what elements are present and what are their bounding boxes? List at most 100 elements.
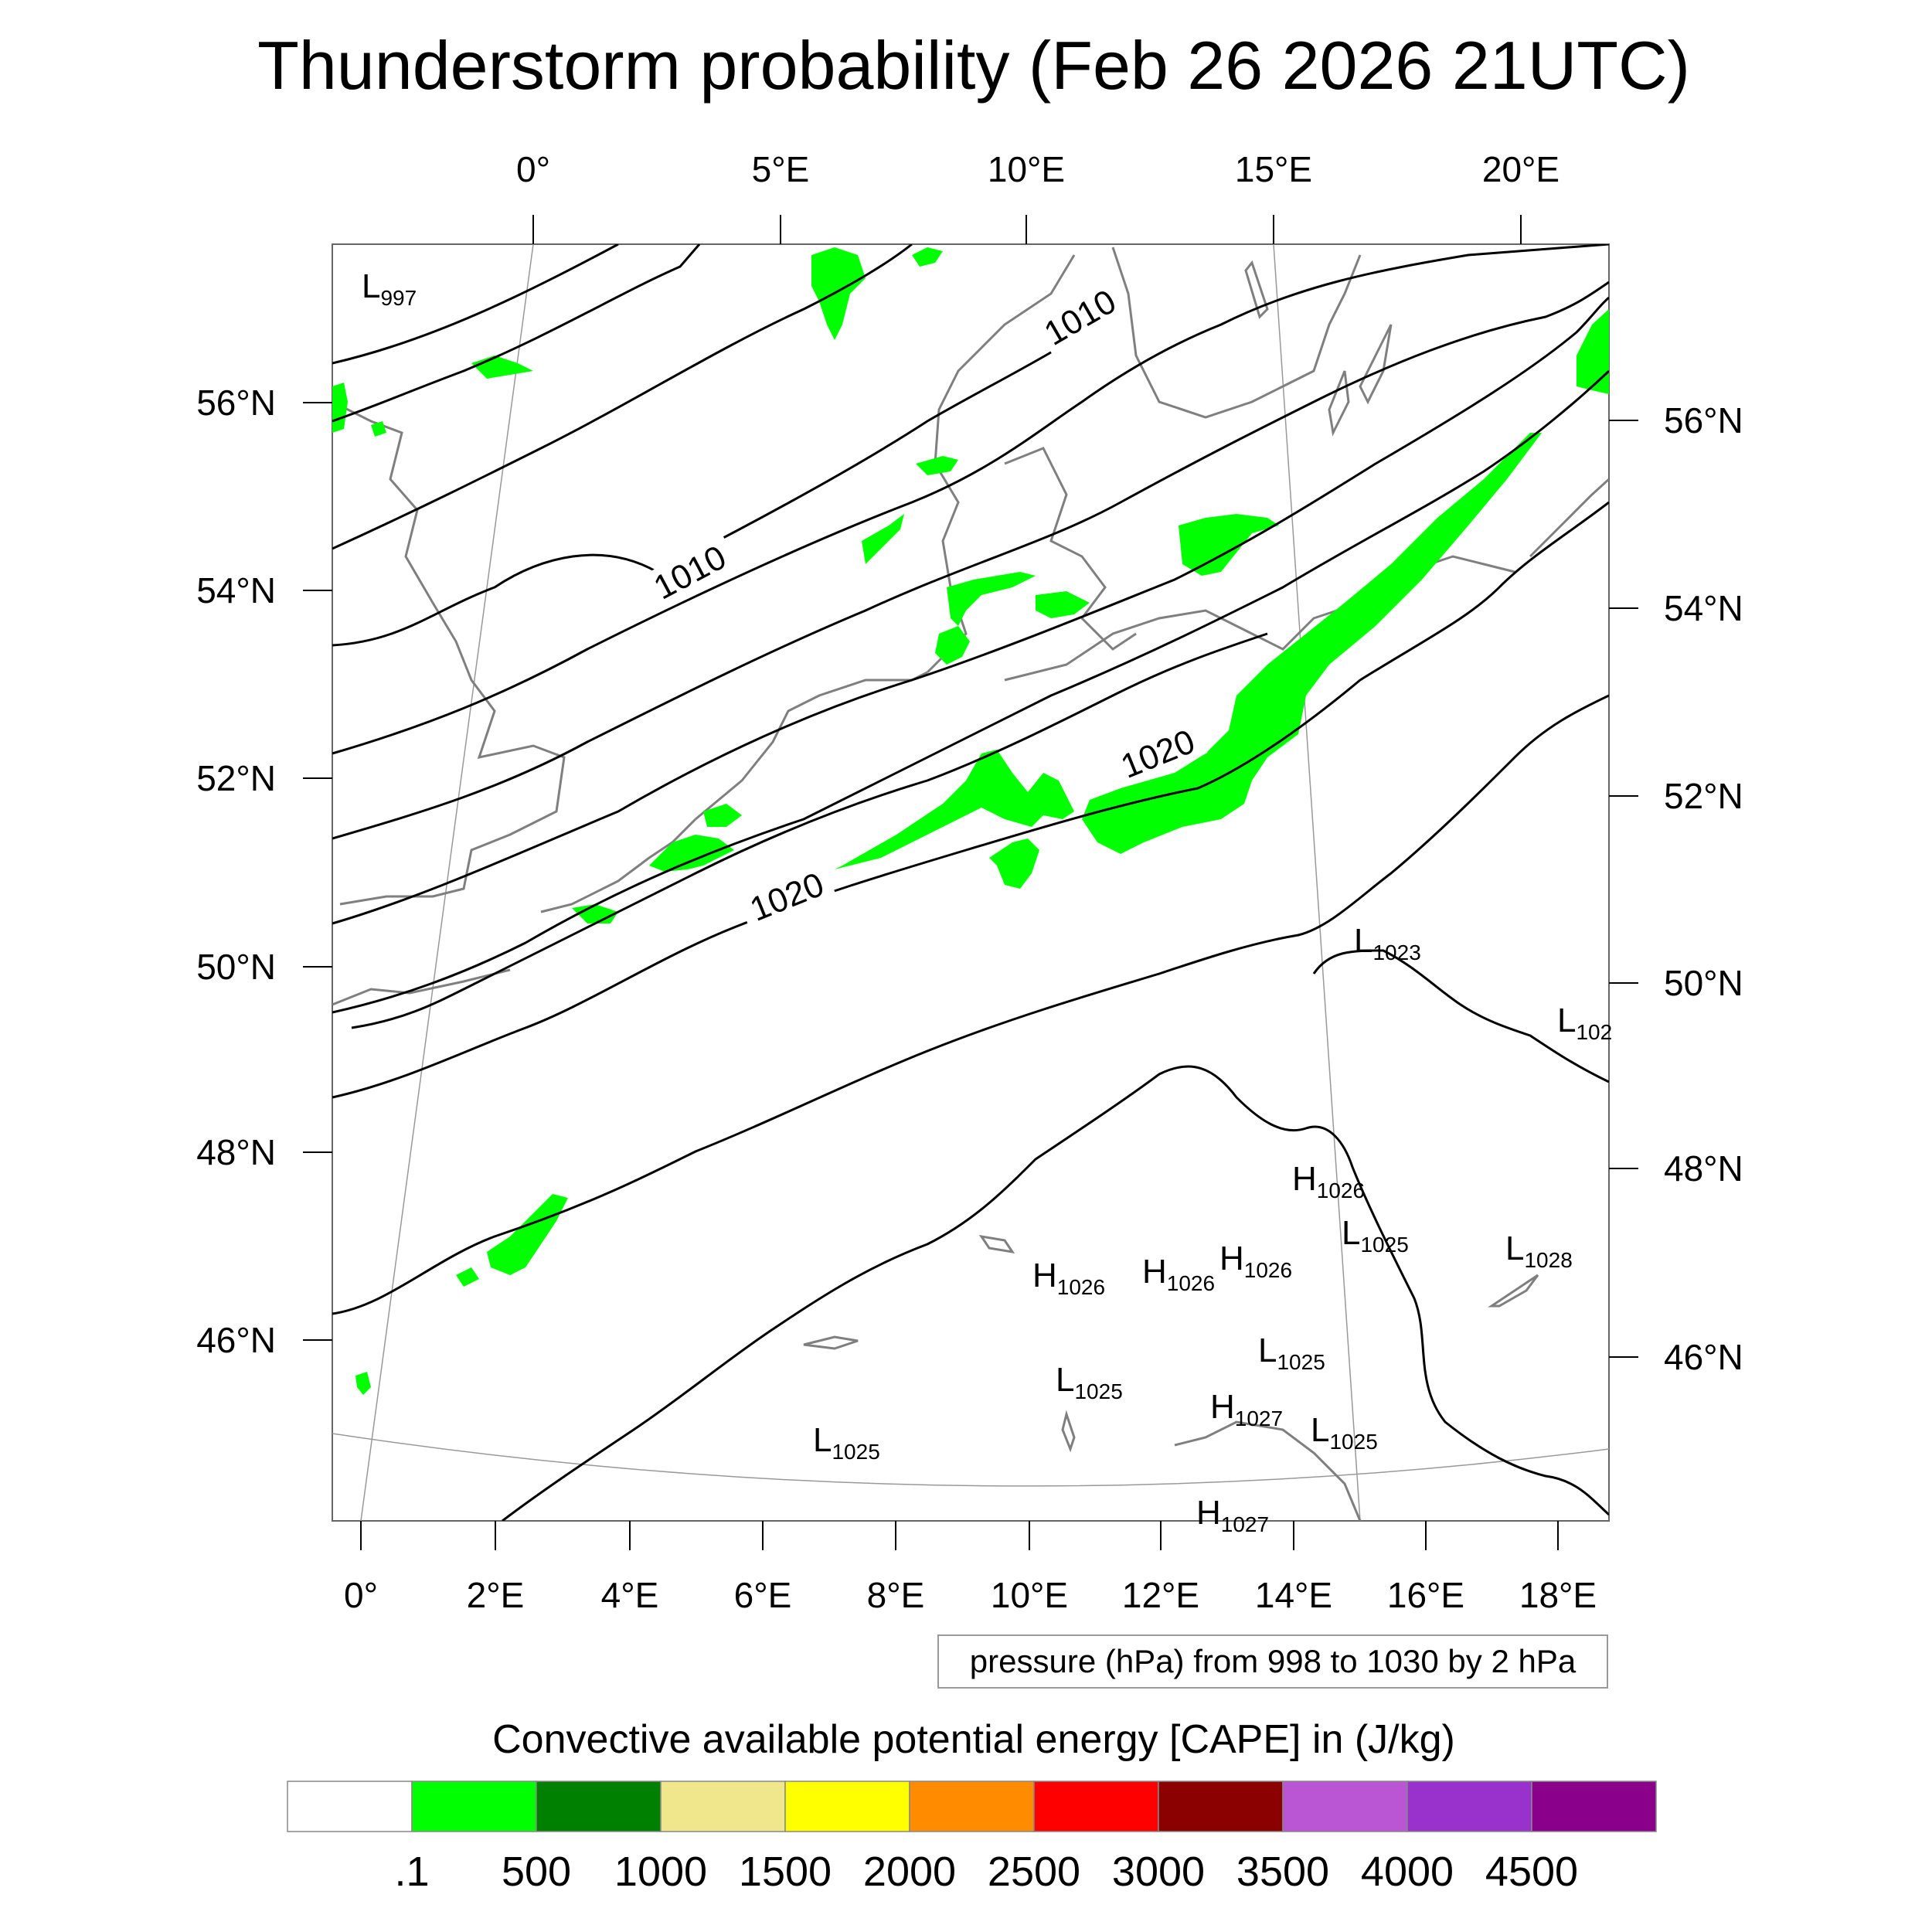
cape-area-10 [862, 514, 904, 564]
isobar-7 [332, 296, 1609, 925]
tick-marks [303, 215, 1638, 1550]
cape-area-17 [456, 1267, 479, 1287]
lake-balaton [1488, 1274, 1539, 1308]
isobar-9 [351, 632, 1268, 1029]
colorbar-swatch [411, 1781, 537, 1832]
colorbar-tick-label: 2000 [863, 1849, 956, 1895]
pressure-center-label: L1025 [813, 1421, 880, 1464]
lon-label: 14°E [1255, 1575, 1332, 1615]
pressure-center-label: H1027 [1196, 1494, 1269, 1536]
lat-label: 52°N [196, 758, 276, 798]
isobar-1023-loop [1312, 949, 1609, 1083]
colorbar-tick-label: 1000 [614, 1849, 707, 1895]
lat-label: 46°N [196, 1320, 276, 1360]
lon-label: 2°E [467, 1575, 525, 1615]
lon-label: 20°E [1482, 149, 1560, 189]
pressure-center-label: L1023 [1354, 922, 1421, 964]
pressure-center-label: L1025 [1258, 1332, 1325, 1374]
lat-label: 50°N [196, 947, 276, 987]
colorbar-swatch [909, 1781, 1035, 1832]
pressure-center-label: L1025 [1056, 1361, 1123, 1403]
isobars [332, 244, 1609, 1521]
lat-label: 54°N [196, 570, 276, 611]
coast-britain-south [332, 968, 511, 1006]
colorbar-tick-label: 2500 [988, 1849, 1080, 1895]
cape-area-19 [355, 1372, 371, 1395]
map-panel: 1010 1010 1020 1020 L997 L1023 L102 H102… [196, 149, 1743, 1615]
pressure-center-label: L1025 [1342, 1214, 1409, 1257]
coast-baltic-east [1529, 478, 1609, 558]
colorbar-swatch [1406, 1781, 1532, 1832]
coast-denmark-east [1004, 447, 1137, 651]
top-lon-labels: 0° 5°E 10°E 15°E 20°E [516, 149, 1560, 189]
cape-area-13 [1036, 591, 1090, 618]
lake-garda [1061, 1410, 1076, 1453]
cape-area-14 [935, 626, 970, 665]
lat-label: 52°N [1664, 776, 1743, 816]
cape-area-1 [835, 750, 1074, 869]
left-lat-labels: 56°N 54°N 52°N 50°N 48°N 46°N [196, 383, 276, 1360]
pressure-center-label: H1027 [1210, 1388, 1283, 1430]
isobar-2 [332, 244, 701, 423]
map-title: Thunderstorm probability (Feb 26 2026 21… [257, 27, 1690, 104]
lat-label: 48°N [196, 1132, 276, 1172]
colorbar-labels: .1 500 1000 1500 2000 2500 3000 3500 4000 4500 [394, 1849, 1578, 1895]
lat-label: 54°N [1664, 588, 1743, 628]
cape-area-16 [487, 1194, 568, 1275]
lon-label: 8°E [867, 1575, 925, 1615]
lat-label: 56°N [1664, 400, 1743, 440]
parallel-45n [332, 1433, 1609, 1487]
coast-france-north [540, 818, 697, 913]
colorbar-swatch [1531, 1781, 1657, 1832]
colorbar-tick-label: 1500 [739, 1849, 832, 1895]
cape-area-12 [947, 572, 1036, 626]
meridian-15e [1273, 244, 1361, 1521]
cape-area-7 [912, 247, 943, 267]
lon-label: 15°E [1235, 149, 1312, 189]
lake-geneva [803, 1335, 859, 1350]
isobar-3 [332, 244, 913, 550]
coast-netherlands [695, 671, 928, 821]
lat-label: 48°N [1664, 1148, 1743, 1189]
lon-label: 0° [516, 149, 550, 189]
isobar-1020-south [332, 694, 1609, 1315]
isobar-8 [332, 369, 1609, 1014]
colorbar-tick-label: 4000 [1361, 1849, 1454, 1895]
pressure-center-label: H1026 [1292, 1160, 1365, 1202]
lon-label: 0° [344, 1575, 378, 1615]
isobar-5 [332, 244, 1609, 755]
colorbar-swatch [1033, 1781, 1159, 1832]
lon-label: 6°E [734, 1575, 792, 1615]
colorbar-swatch [660, 1781, 786, 1832]
coast-baltic-south [1004, 555, 1515, 682]
lon-label: 10°E [991, 1575, 1068, 1615]
bottom-lon-labels: 0° 2°E 4°E 6°E 8°E 10°E 12°E 14°E 16°E 1… [344, 1575, 1597, 1615]
coast-germany-north [926, 254, 1076, 674]
colorbar-tick-label: 4500 [1485, 1849, 1578, 1895]
cape-area-11 [916, 456, 958, 475]
cape-area-5 [649, 835, 734, 872]
cape-area-20 [371, 421, 386, 437]
coast-adriatic [1174, 1420, 1362, 1521]
colorbar-tick-label: 3500 [1236, 1849, 1329, 1895]
colorbar-swatch [536, 1781, 662, 1832]
coastlines [332, 247, 1609, 1521]
isobar-6 [332, 281, 1609, 840]
coast-gotland [1359, 324, 1393, 405]
pressure-center-label: H1026 [1219, 1240, 1292, 1282]
colorbar-tick-label: 500 [502, 1849, 571, 1895]
colorbar-swatch [1282, 1781, 1408, 1832]
lon-label: 18°E [1519, 1575, 1597, 1615]
isobar-1 [332, 244, 619, 365]
contour-info-text: pressure (hPa) from 998 to 1030 by 2 hPa [970, 1643, 1577, 1679]
lon-label: 5°E [752, 149, 810, 189]
isobar-10 [332, 501, 1609, 1099]
cape-area-4 [1179, 514, 1279, 576]
cape-area-3 [989, 838, 1039, 889]
lat-label: 56°N [196, 383, 276, 423]
isobar-1025-ring [502, 1065, 1609, 1521]
contour-info-box: pressure (hPa) from 998 to 1030 by 2 hPa [937, 1634, 1608, 1689]
colorbar-tick-label: 3000 [1112, 1849, 1205, 1895]
cape-area-2 [1082, 433, 1542, 854]
